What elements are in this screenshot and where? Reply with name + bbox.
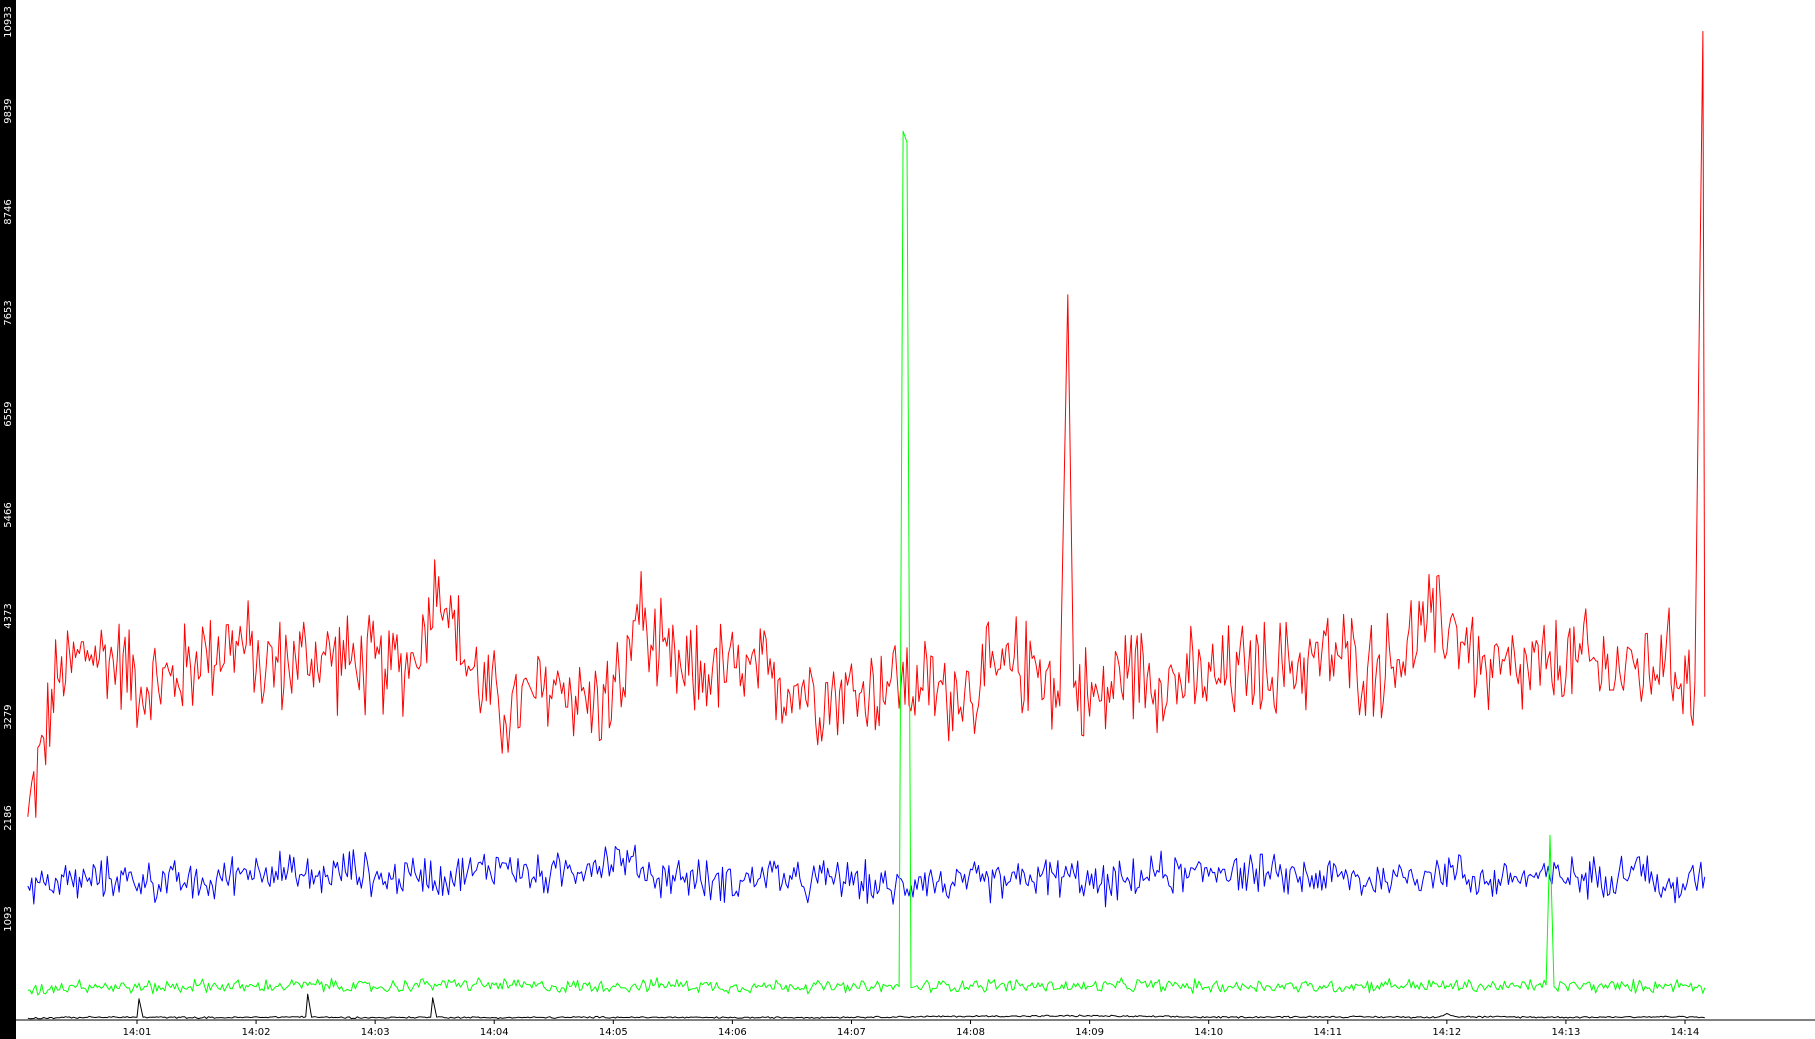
x-tick-labels: 14:01 14:02 14:03 14:04 14:05 14:06 14:07 14:08… — [123, 1020, 1700, 1038]
x-tick-label: 14:03 — [361, 1027, 390, 1038]
series-line-1 — [27, 844, 1706, 908]
series-traces — [27, 31, 1706, 1020]
x-tick-label: 14:04 — [480, 1027, 509, 1038]
x-tick-label: 14:02 — [242, 1027, 271, 1038]
x-tick-label: 14:01 — [123, 1027, 152, 1038]
x-tick-label: 14:05 — [599, 1027, 628, 1038]
y-tick-labels: 1093 2186 3279 4373 5466 6559 7653 8746 9839 1093… — [3, 6, 14, 932]
y-tick-label: 10933 — [3, 6, 14, 38]
y-tick-label: 8746 — [3, 199, 14, 224]
x-tick-label: 14:08 — [956, 1027, 985, 1038]
y-tick-label: 2186 — [3, 805, 14, 830]
y-axis-bar — [0, 0, 16, 1039]
x-tick-label: 14:06 — [718, 1027, 747, 1038]
series-line-3 — [27, 993, 1705, 1020]
y-tick-label: 5466 — [3, 502, 14, 527]
x-tick-label: 14:10 — [1194, 1027, 1223, 1038]
y-tick-label: 4373 — [3, 603, 14, 628]
y-tick-label: 6559 — [3, 401, 14, 426]
x-tick-label: 14:09 — [1075, 1027, 1104, 1038]
x-tick-label: 14:07 — [837, 1027, 866, 1038]
x-tick-label: 14:13 — [1552, 1027, 1581, 1038]
x-tick-label: 14:14 — [1671, 1027, 1700, 1038]
series-line-0 — [27, 31, 1706, 818]
x-tick-label: 14:12 — [1432, 1027, 1461, 1038]
y-tick-label: 9839 — [3, 98, 14, 123]
y-tick-label: 7653 — [3, 300, 14, 325]
y-tick-label: 3279 — [3, 704, 14, 729]
series-line-2 — [27, 130, 1706, 996]
x-tick-label: 14:11 — [1313, 1027, 1342, 1038]
y-tick-label: 1093 — [3, 906, 14, 931]
